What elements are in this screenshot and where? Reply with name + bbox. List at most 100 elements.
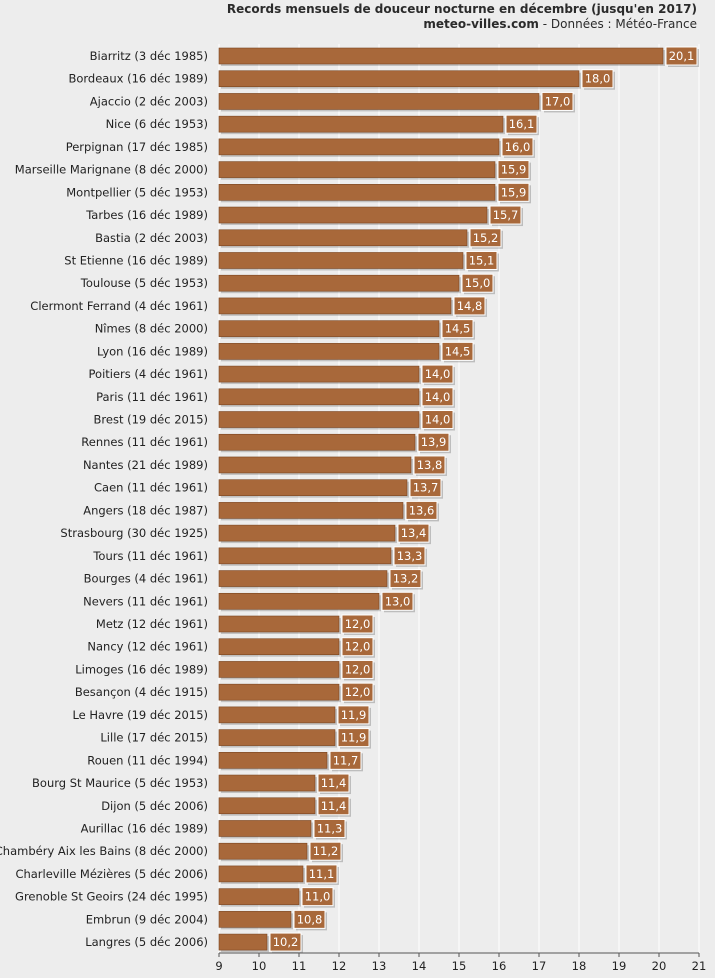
bar	[218, 615, 340, 633]
value-label: 14,0	[425, 413, 451, 427]
value-label-box	[665, 46, 698, 66]
x-tick-label: 11	[292, 959, 307, 973]
category-label: Perpignan (17 déc 1985)	[66, 140, 208, 154]
value-label: 20,1	[669, 49, 695, 63]
value-label-box	[489, 205, 522, 225]
chart-title: Records mensuels de douceur nocturne en …	[227, 2, 697, 16]
x-tick-label: 20	[652, 959, 667, 973]
category-label: Aurillac (16 déc 1989)	[81, 821, 208, 835]
value-label-box	[337, 705, 370, 725]
x-tick-label: 18	[572, 959, 587, 973]
bar	[218, 343, 440, 360]
category-label: Nice (6 déc 1953)	[106, 117, 208, 131]
value-label-box	[413, 455, 446, 475]
bar	[218, 752, 328, 769]
value-label-box	[417, 432, 450, 452]
category-label: Bourg St Maurice (5 déc 1953)	[32, 776, 208, 790]
value-label: 14,0	[425, 390, 451, 404]
value-label-box	[397, 523, 430, 543]
value-label: 16,1	[509, 117, 535, 131]
value-label: 13,2	[393, 572, 419, 586]
x-tick-label: 17	[532, 959, 547, 973]
value-label: 14,5	[445, 322, 471, 336]
value-label: 15,9	[501, 185, 527, 199]
value-label: 13,7	[413, 481, 439, 495]
value-label-box	[497, 182, 530, 202]
chart-subtitle: meteo-villes.com - Données : Météo-Franc…	[423, 17, 697, 31]
value-label: 17,0	[545, 94, 571, 108]
value-label: 11,4	[321, 799, 347, 813]
bar	[218, 865, 304, 883]
value-label-box	[293, 909, 326, 929]
value-label-box	[409, 478, 442, 498]
bar	[218, 592, 380, 610]
bar	[218, 252, 464, 269]
category-label: Tarbes (16 déc 1989)	[85, 208, 208, 222]
bar	[218, 206, 488, 224]
subtitle-site: meteo-villes.com	[423, 17, 539, 31]
category-label: Embrun (9 déc 2004)	[86, 912, 208, 926]
category-label: Bourges (4 déc 1961)	[84, 572, 208, 586]
value-label-box	[421, 364, 454, 384]
value-label-box	[317, 773, 350, 793]
bar	[218, 93, 540, 110]
value-label-box	[341, 682, 374, 702]
value-label: 11,1	[309, 867, 335, 881]
value-label-box	[461, 273, 494, 293]
x-tick-label: 21	[692, 959, 707, 973]
value-label-box	[301, 887, 334, 907]
bar	[218, 47, 664, 65]
value-label: 11,4	[321, 776, 347, 790]
category-label: Montpellier (5 déc 1953)	[66, 185, 208, 199]
bar	[218, 774, 316, 792]
value-label-box	[541, 91, 574, 111]
bar	[218, 115, 504, 133]
bar	[218, 433, 416, 451]
bar	[218, 274, 460, 292]
x-tick-label: 19	[612, 959, 627, 973]
category-label: Bordeaux (16 déc 1989)	[68, 72, 208, 86]
bar	[218, 797, 316, 815]
bar	[218, 911, 292, 928]
value-label-box	[317, 796, 350, 816]
category-label: Nantes (21 déc 1989)	[83, 458, 208, 472]
bar	[218, 70, 580, 88]
bar	[218, 683, 340, 701]
value-label-box	[381, 591, 414, 611]
x-tick-label: 14	[412, 959, 427, 973]
category-label: Grenoble St Geoirs (24 déc 1995)	[15, 890, 208, 904]
bar	[218, 706, 336, 724]
value-label-box	[341, 637, 374, 657]
category-label: Lyon (16 déc 1989)	[97, 344, 208, 358]
value-label: 16,0	[505, 140, 531, 154]
value-label: 13,9	[421, 435, 447, 449]
category-label: Le Havre (19 déc 2015)	[72, 708, 208, 722]
value-label: 13,0	[385, 594, 411, 608]
value-label-box	[341, 659, 374, 679]
category-label: Paris (11 déc 1961)	[96, 390, 208, 404]
bar	[218, 547, 392, 565]
x-tick-label: 10	[252, 959, 267, 973]
value-label-box	[497, 160, 530, 180]
value-label: 14,5	[445, 344, 471, 358]
subtitle-source: - Données : Météo-France	[539, 17, 697, 31]
category-label: Nevers (11 déc 1961)	[83, 594, 208, 608]
bar	[218, 229, 468, 247]
value-label-box	[501, 137, 534, 157]
category-label: Limoges (16 déc 1989)	[75, 662, 208, 676]
value-label: 13,6	[409, 503, 435, 517]
category-label: Bastia (2 déc 2003)	[95, 231, 208, 245]
value-label-box	[337, 728, 370, 748]
value-label: 15,0	[465, 276, 491, 290]
value-label: 13,8	[417, 458, 443, 472]
value-label: 12,0	[345, 617, 371, 631]
value-label: 12,0	[345, 685, 371, 699]
value-label-box	[441, 319, 474, 339]
bar	[218, 842, 308, 860]
bar	[218, 161, 496, 178]
value-label-box	[421, 410, 454, 430]
x-tick-label: 15	[452, 959, 467, 973]
value-label: 11,2	[313, 844, 339, 858]
category-label: Langres (5 déc 2006)	[85, 935, 208, 949]
